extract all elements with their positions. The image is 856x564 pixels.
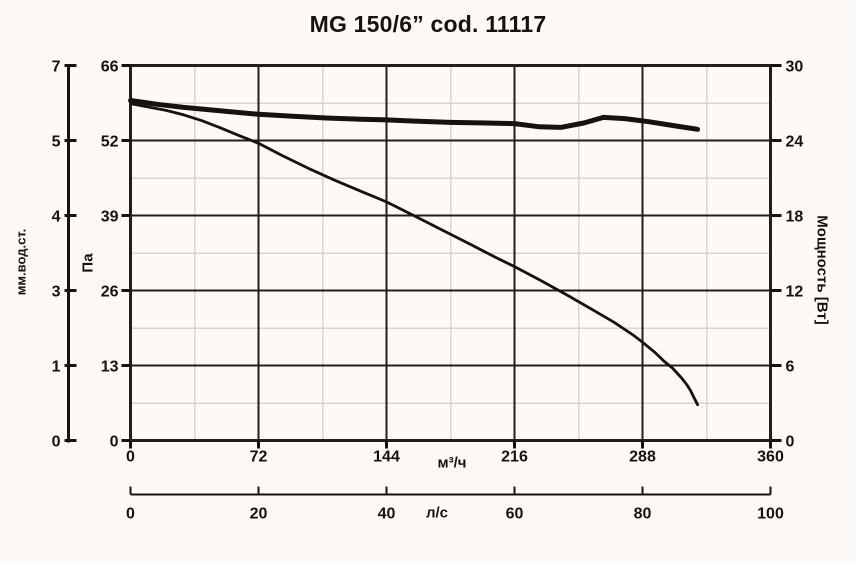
pa-axis-tick-label: 13 [101, 359, 119, 376]
flow-axis-tick-label: 72 [250, 449, 268, 466]
axis-label-liters-per-second: л/с [425, 504, 449, 522]
pa-axis-tick-label: 26 [101, 284, 119, 301]
ls-axis-tick-label: 20 [250, 506, 268, 523]
power-axis-tick-label: 30 [786, 59, 804, 76]
power-curve [128, 98, 701, 132]
power-axis-tick-label: 6 [786, 359, 795, 376]
plot-frame [129, 64, 772, 442]
ls-axis-tick-label: 60 [506, 506, 524, 523]
power-axis-tick-label: 18 [786, 209, 804, 226]
flow-axis-tick-label: 288 [629, 449, 656, 466]
ls-axis-tick-label: 0 [126, 506, 135, 523]
chart-title: MG 150/6” cod. 11117 [309, 11, 547, 37]
axis-label-m3-per-hour: м³/ч [437, 454, 467, 472]
ls-axis-tick-label: 80 [634, 506, 652, 523]
flow-axis-tick-label: 144 [373, 449, 400, 466]
pressure-curve [129, 102, 699, 407]
power-axis-tick-label: 24 [786, 134, 804, 151]
pa-axis-tick-label: 0 [110, 434, 119, 451]
mm-axis-tick-label: 5 [52, 134, 61, 151]
axis-label-mm-water-column: мм.вод.ст. [13, 228, 29, 296]
mm-axis-tick-label: 1 [52, 359, 61, 376]
axis-label-power-watt: Мощность [Вт] [813, 215, 831, 325]
ls-axis-tick-label: 40 [378, 506, 396, 523]
ls-axis-tick-label: 100 [757, 506, 784, 523]
power-axis-tick-label: 12 [786, 284, 804, 301]
flow-axis-tick-label: 0 [126, 449, 135, 466]
flow-axis-tick-label: 216 [501, 449, 528, 466]
flow-axis-tick-label: 360 [757, 449, 784, 466]
mm-axis-tick-label: 3 [52, 284, 61, 301]
mm-axis-tick-label: 0 [52, 434, 61, 451]
axis-label-pascal: Па [79, 253, 97, 273]
mm-axis-tick-label: 4 [52, 209, 61, 226]
power-axis-tick-label: 0 [786, 434, 795, 451]
pa-axis-tick-label: 52 [101, 134, 119, 151]
pa-axis-tick-label: 66 [101, 59, 119, 76]
mm-axis-tick-label: 7 [52, 59, 61, 76]
pa-axis-tick-label: 39 [101, 209, 119, 226]
